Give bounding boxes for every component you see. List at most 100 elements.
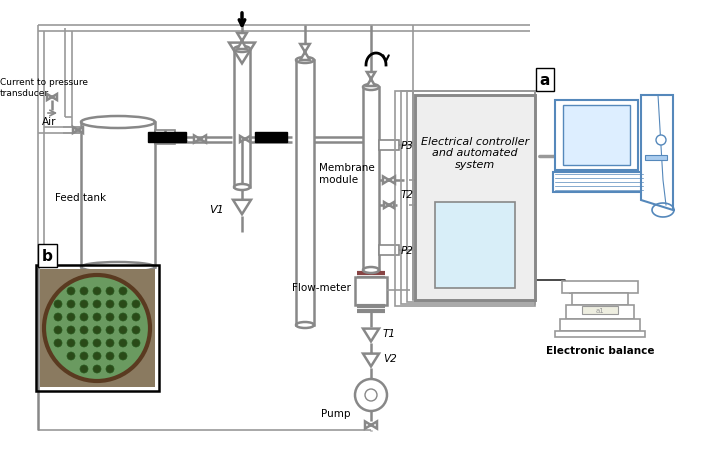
Ellipse shape <box>296 322 314 328</box>
Circle shape <box>106 300 114 308</box>
Text: T2: T2 <box>401 190 414 200</box>
Circle shape <box>80 339 88 347</box>
Bar <box>379 141 399 151</box>
Circle shape <box>132 300 140 308</box>
Bar <box>395 92 535 306</box>
Circle shape <box>119 288 127 295</box>
Polygon shape <box>240 136 250 143</box>
Bar <box>566 305 634 319</box>
Circle shape <box>106 313 114 321</box>
Bar <box>155 131 175 145</box>
Circle shape <box>119 300 127 308</box>
Text: Current to pressure
transducer: Current to pressure transducer <box>0 78 88 97</box>
Ellipse shape <box>363 268 379 273</box>
Circle shape <box>80 326 88 334</box>
Circle shape <box>119 313 127 321</box>
Circle shape <box>67 352 75 360</box>
Text: Membrane
module: Membrane module <box>319 163 375 184</box>
Text: a: a <box>540 73 550 88</box>
Text: V1: V1 <box>209 205 224 214</box>
Circle shape <box>106 365 114 373</box>
Polygon shape <box>383 177 395 184</box>
Bar <box>582 306 618 314</box>
Text: Pump: Pump <box>321 408 351 418</box>
Text: P3: P3 <box>401 141 414 151</box>
Circle shape <box>93 288 101 295</box>
Circle shape <box>355 379 387 411</box>
Circle shape <box>656 136 666 146</box>
Circle shape <box>54 300 62 308</box>
Circle shape <box>111 273 125 286</box>
Bar <box>415 96 535 300</box>
Text: Feed tank: Feed tank <box>55 192 106 202</box>
Circle shape <box>54 339 62 347</box>
Circle shape <box>365 389 377 401</box>
Polygon shape <box>47 95 57 101</box>
Circle shape <box>80 288 88 295</box>
Bar <box>148 133 186 143</box>
Circle shape <box>119 352 127 360</box>
Bar <box>255 133 287 143</box>
Text: b: b <box>42 248 53 263</box>
Bar <box>562 281 638 293</box>
Circle shape <box>93 300 101 308</box>
Polygon shape <box>641 96 673 211</box>
Polygon shape <box>563 106 630 166</box>
Polygon shape <box>367 73 375 87</box>
Circle shape <box>132 339 140 347</box>
Bar <box>296 61 314 325</box>
Bar <box>560 319 640 331</box>
Circle shape <box>106 288 114 295</box>
Text: a1: a1 <box>596 307 604 313</box>
Bar <box>555 331 645 337</box>
Polygon shape <box>365 421 377 429</box>
Circle shape <box>106 339 114 347</box>
Circle shape <box>93 313 101 321</box>
Bar <box>355 278 387 305</box>
Text: P2: P2 <box>401 245 414 255</box>
Circle shape <box>80 313 88 321</box>
Circle shape <box>67 313 75 321</box>
Circle shape <box>132 313 140 321</box>
Polygon shape <box>238 34 247 50</box>
Bar <box>401 92 535 304</box>
Ellipse shape <box>81 117 155 129</box>
Polygon shape <box>555 101 638 171</box>
Ellipse shape <box>296 58 314 64</box>
Polygon shape <box>229 44 255 64</box>
Bar <box>572 293 628 305</box>
Circle shape <box>67 339 75 347</box>
Polygon shape <box>300 45 310 61</box>
Bar <box>81 123 155 268</box>
Polygon shape <box>233 200 251 215</box>
Polygon shape <box>112 313 124 322</box>
Bar <box>645 156 667 161</box>
Circle shape <box>119 339 127 347</box>
Polygon shape <box>553 172 645 192</box>
Bar <box>234 50 250 187</box>
Bar <box>379 245 399 255</box>
Circle shape <box>80 352 88 360</box>
Circle shape <box>80 300 88 308</box>
Circle shape <box>80 365 88 373</box>
Circle shape <box>54 326 62 334</box>
Text: Flow-meter: Flow-meter <box>292 283 351 293</box>
Circle shape <box>119 326 127 334</box>
Circle shape <box>44 275 150 381</box>
Circle shape <box>67 300 75 308</box>
Bar <box>435 202 515 288</box>
Polygon shape <box>384 202 394 208</box>
Text: T1: T1 <box>383 328 396 338</box>
Circle shape <box>54 313 62 321</box>
Bar <box>407 92 535 302</box>
Text: Air: Air <box>42 117 57 127</box>
Circle shape <box>93 352 101 360</box>
Text: P1: P1 <box>177 133 190 143</box>
Circle shape <box>67 326 75 334</box>
Circle shape <box>106 352 114 360</box>
Polygon shape <box>73 128 83 134</box>
Text: V2: V2 <box>383 353 397 363</box>
Circle shape <box>93 326 101 334</box>
Bar <box>363 88 379 270</box>
Polygon shape <box>40 269 155 387</box>
